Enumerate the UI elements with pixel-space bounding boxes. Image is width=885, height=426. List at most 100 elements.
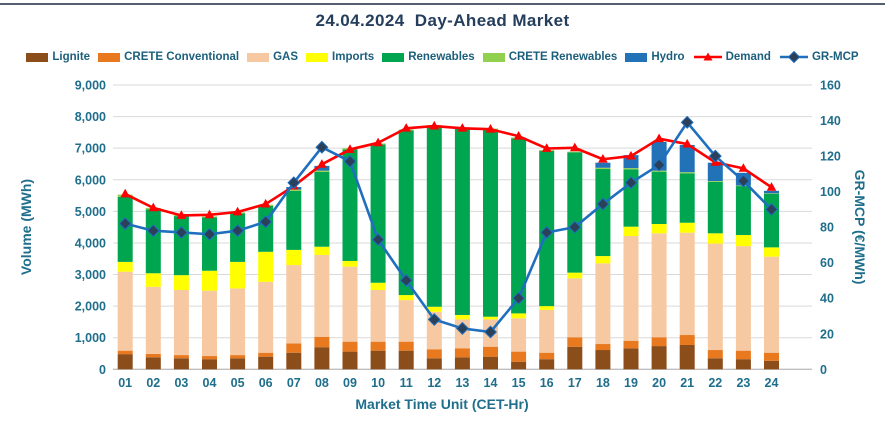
demand-marker — [373, 137, 383, 147]
segment-lignite — [426, 358, 442, 370]
x-axis-title: Market Time Unit (CET-Hr) — [355, 396, 529, 412]
segment-lignite — [651, 346, 667, 370]
legend-item-lignite: Lignite — [26, 51, 90, 63]
segment-lignite — [454, 357, 470, 370]
segment-lignite — [230, 358, 246, 370]
segment-crete-renewables — [764, 193, 779, 194]
gr-mcp-marker — [371, 233, 385, 247]
x-tick-label: 09 — [343, 376, 357, 390]
x-tick-label: 23 — [736, 376, 750, 390]
bar-hour-07 — [286, 187, 302, 370]
x-tick-label: 18 — [596, 376, 610, 390]
x-tick-label: 16 — [540, 376, 554, 390]
segment-gas — [286, 265, 302, 344]
segment-crete-conventional — [258, 352, 274, 357]
x-tick-label: 15 — [512, 376, 526, 390]
legend-item-crete-conventional: CRETE Conventional — [98, 51, 239, 63]
left-tick-label: 7,000 — [75, 142, 106, 156]
legend-item-imports: Imports — [306, 51, 374, 63]
stacked-bars — [117, 125, 779, 370]
segment-gas — [342, 266, 358, 342]
segment-gas — [117, 271, 133, 351]
segment-crete-renewables — [623, 168, 639, 170]
legend-label: Imports — [332, 51, 375, 63]
segment-crete-conventional — [426, 349, 442, 359]
segment-lignite — [511, 361, 527, 370]
segment-renewables — [202, 217, 217, 271]
segment-lignite — [286, 352, 302, 370]
segment-renewables — [342, 149, 358, 261]
x-tick-label: 13 — [455, 376, 469, 390]
bar-hour-18 — [595, 162, 611, 370]
demand-marker — [654, 133, 664, 143]
segment-crete-conventional — [202, 356, 217, 360]
segment-crete-conventional — [595, 344, 611, 351]
gr-mcp-marker — [118, 217, 132, 231]
segment-renewables — [173, 216, 189, 276]
bar-hour-09 — [342, 148, 358, 370]
gr-mcp-line — [118, 115, 779, 339]
right-tick-label: 120 — [820, 150, 841, 164]
segment-lignite — [679, 344, 695, 370]
segment-crete-conventional — [398, 341, 414, 351]
segment-gas — [398, 300, 414, 342]
segment-imports — [342, 260, 358, 267]
segment-renewables — [567, 152, 583, 273]
legend-label: GR-MCP — [811, 51, 859, 63]
right-tick-label: 140 — [820, 114, 841, 128]
demand-marker — [345, 144, 355, 153]
segment-hydro — [595, 162, 611, 168]
segment-imports — [454, 314, 470, 320]
x-tick-label: 11 — [400, 376, 413, 390]
legend-item-renewables: Renewables — [382, 51, 475, 63]
segment-lignite — [398, 350, 414, 370]
demand-marker — [541, 143, 552, 152]
segment-renewables — [595, 169, 611, 257]
segment-imports — [426, 306, 442, 312]
segment-renewables — [398, 130, 414, 296]
gr-mcp-marker — [596, 197, 610, 211]
left-tick-label: 2,000 — [75, 300, 106, 314]
demand-marker — [738, 163, 749, 172]
segment-crete-renewables — [567, 151, 583, 153]
segment-gas — [539, 309, 555, 353]
gas-swatch-icon — [247, 52, 270, 62]
legend-item-gr-mcp: GR-MCP — [779, 51, 859, 63]
bar-hour-15 — [511, 137, 527, 370]
demand-marker — [429, 120, 440, 130]
x-tick-label: 21 — [680, 376, 694, 390]
segment-crete-conventional — [454, 348, 470, 358]
gr-mcp-marker — [259, 215, 273, 229]
x-tick-label: 06 — [259, 376, 273, 390]
segment-lignite — [539, 359, 555, 370]
gr-mcp-marker — [455, 321, 469, 335]
right-tick-label: 0 — [820, 363, 827, 377]
segment-gas — [679, 232, 695, 336]
segment-crete-conventional — [679, 335, 695, 345]
segment-renewables — [145, 209, 161, 274]
segment-lignite — [117, 354, 133, 370]
bar-hour-05 — [230, 212, 246, 370]
x-tick-label: 10 — [371, 376, 385, 390]
segment-gas — [314, 254, 330, 337]
x-tick-label: 12 — [427, 376, 441, 390]
gr-mcp-line-swatch-icon — [779, 51, 808, 63]
renewables-swatch-icon — [382, 52, 405, 62]
segment-crete-conventional — [173, 355, 189, 359]
segment-imports — [623, 226, 639, 236]
gr-mcp-marker — [764, 202, 779, 216]
crete-renewables-swatch-icon — [482, 52, 505, 62]
legend-label: GAS — [273, 51, 299, 63]
bar-hour-01 — [117, 194, 133, 370]
bar-hour-21 — [679, 145, 695, 370]
segment-crete-conventional — [511, 351, 527, 362]
left-tick-label: 4,000 — [75, 236, 106, 250]
legend-label: CRETE Conventional — [124, 51, 240, 63]
demand-marker — [626, 150, 636, 160]
gr-mcp-marker — [512, 291, 526, 305]
segment-gas — [258, 281, 274, 353]
gr-mcp-marker — [146, 224, 160, 238]
gr-mcp-marker — [652, 158, 666, 172]
demand-marker — [260, 198, 271, 208]
